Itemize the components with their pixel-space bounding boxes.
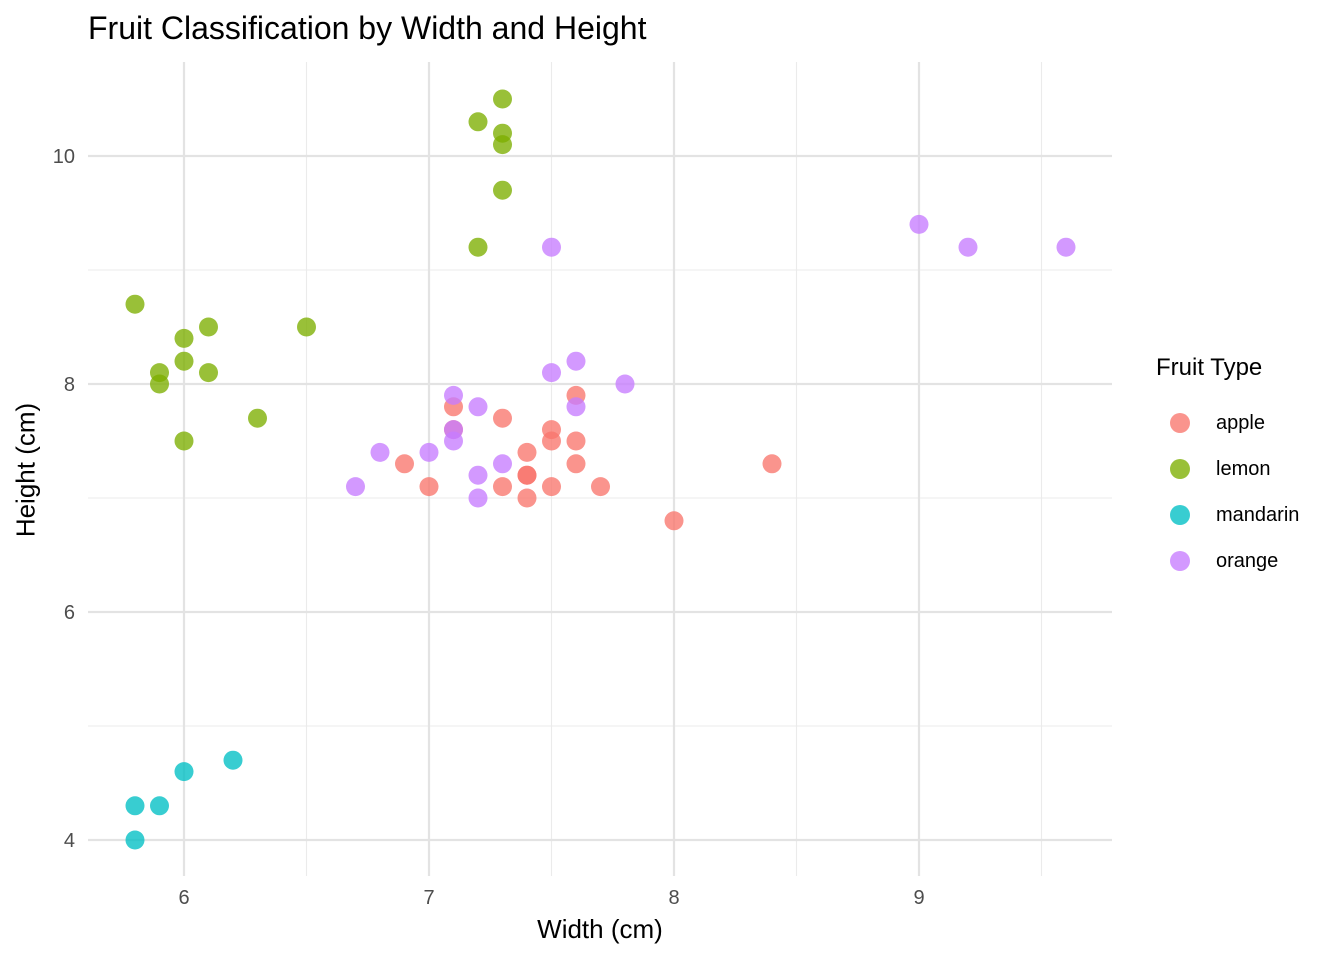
legend-label-orange: orange xyxy=(1216,549,1279,572)
data-point-apple xyxy=(542,477,561,497)
data-point-mandarin xyxy=(125,796,145,816)
data-point-orange xyxy=(542,363,561,383)
scatter-points xyxy=(125,89,1076,850)
data-point-lemon xyxy=(199,317,218,337)
data-point-apple xyxy=(395,454,414,474)
data-point-lemon xyxy=(174,431,194,451)
chart-title: Fruit Classification by Width and Height xyxy=(88,10,647,46)
legend: Fruit Type apple lemon mandarin orange xyxy=(1156,354,1336,584)
data-point-lemon xyxy=(174,328,194,348)
data-point-orange xyxy=(468,465,488,485)
x-tick-label: 8 xyxy=(668,887,679,909)
legend-key-lemon xyxy=(1170,459,1190,479)
legend-key-apple xyxy=(1170,413,1190,433)
legend-key-orange xyxy=(1170,551,1190,571)
data-point-apple xyxy=(566,454,586,474)
data-point-orange xyxy=(615,374,635,394)
legend-label-apple: apple xyxy=(1216,411,1265,434)
data-point-mandarin xyxy=(125,830,145,850)
x-tick-label: 6 xyxy=(178,887,189,909)
legend-label-mandarin: mandarin xyxy=(1216,503,1300,526)
data-point-orange xyxy=(419,442,439,462)
legend-title: Fruit Type xyxy=(1156,354,1263,381)
legend-item-orange: orange xyxy=(1156,538,1336,584)
y-tick-label: 6 xyxy=(64,602,75,624)
data-point-orange xyxy=(370,442,390,462)
data-point-mandarin xyxy=(150,796,169,816)
data-point-orange xyxy=(346,477,365,497)
data-point-apple xyxy=(566,431,586,451)
legend-label-lemon: lemon xyxy=(1216,457,1271,480)
data-point-orange xyxy=(468,488,488,508)
data-point-apple xyxy=(542,431,561,451)
major-gridlines xyxy=(88,62,1112,876)
data-point-orange xyxy=(566,397,586,417)
data-point-lemon xyxy=(493,135,512,155)
data-point-orange xyxy=(909,214,929,234)
x-tick-label: 7 xyxy=(423,887,434,909)
tick-labels: 6 7 8 9 4 6 8 10 xyxy=(53,146,925,909)
data-point-orange xyxy=(566,351,586,371)
legend-item-lemon: lemon xyxy=(1156,446,1336,492)
y-axis-label: Height (cm) xyxy=(10,402,41,538)
data-point-lemon xyxy=(174,351,194,371)
data-point-lemon xyxy=(125,294,145,314)
data-point-mandarin xyxy=(223,750,243,770)
legend-item-mandarin: mandarin xyxy=(1156,492,1336,538)
data-point-orange xyxy=(493,454,512,474)
data-point-mandarin xyxy=(174,762,194,782)
legend-item-apple: apple xyxy=(1156,400,1336,446)
y-tick-label: 8 xyxy=(64,374,75,396)
data-point-lemon xyxy=(468,237,488,257)
data-point-apple xyxy=(517,442,537,462)
legend-key-mandarin xyxy=(1170,505,1190,525)
data-point-apple xyxy=(517,465,537,485)
data-point-apple xyxy=(493,477,512,497)
data-point-apple xyxy=(493,408,512,428)
y-tick-label: 4 xyxy=(64,830,75,852)
data-point-orange xyxy=(1056,237,1076,257)
data-point-orange xyxy=(444,385,463,405)
data-point-apple xyxy=(591,477,610,497)
data-point-orange xyxy=(958,237,978,257)
data-point-lemon xyxy=(493,180,512,200)
data-point-apple xyxy=(419,477,439,497)
data-point-orange xyxy=(468,397,488,417)
data-point-lemon xyxy=(248,408,267,428)
x-axis-label: Width (cm) xyxy=(537,914,663,944)
data-point-lemon xyxy=(297,317,316,337)
data-point-apple xyxy=(664,511,684,531)
data-point-lemon xyxy=(468,112,488,132)
minor-gridlines xyxy=(88,62,1112,876)
data-point-orange xyxy=(444,431,463,451)
data-point-apple xyxy=(517,488,537,508)
data-point-lemon xyxy=(150,374,169,394)
x-tick-label: 9 xyxy=(913,887,924,909)
data-point-lemon xyxy=(493,89,512,109)
y-tick-label: 10 xyxy=(53,146,75,168)
data-point-apple xyxy=(762,454,782,474)
data-point-orange xyxy=(542,237,561,257)
data-point-lemon xyxy=(199,363,218,383)
